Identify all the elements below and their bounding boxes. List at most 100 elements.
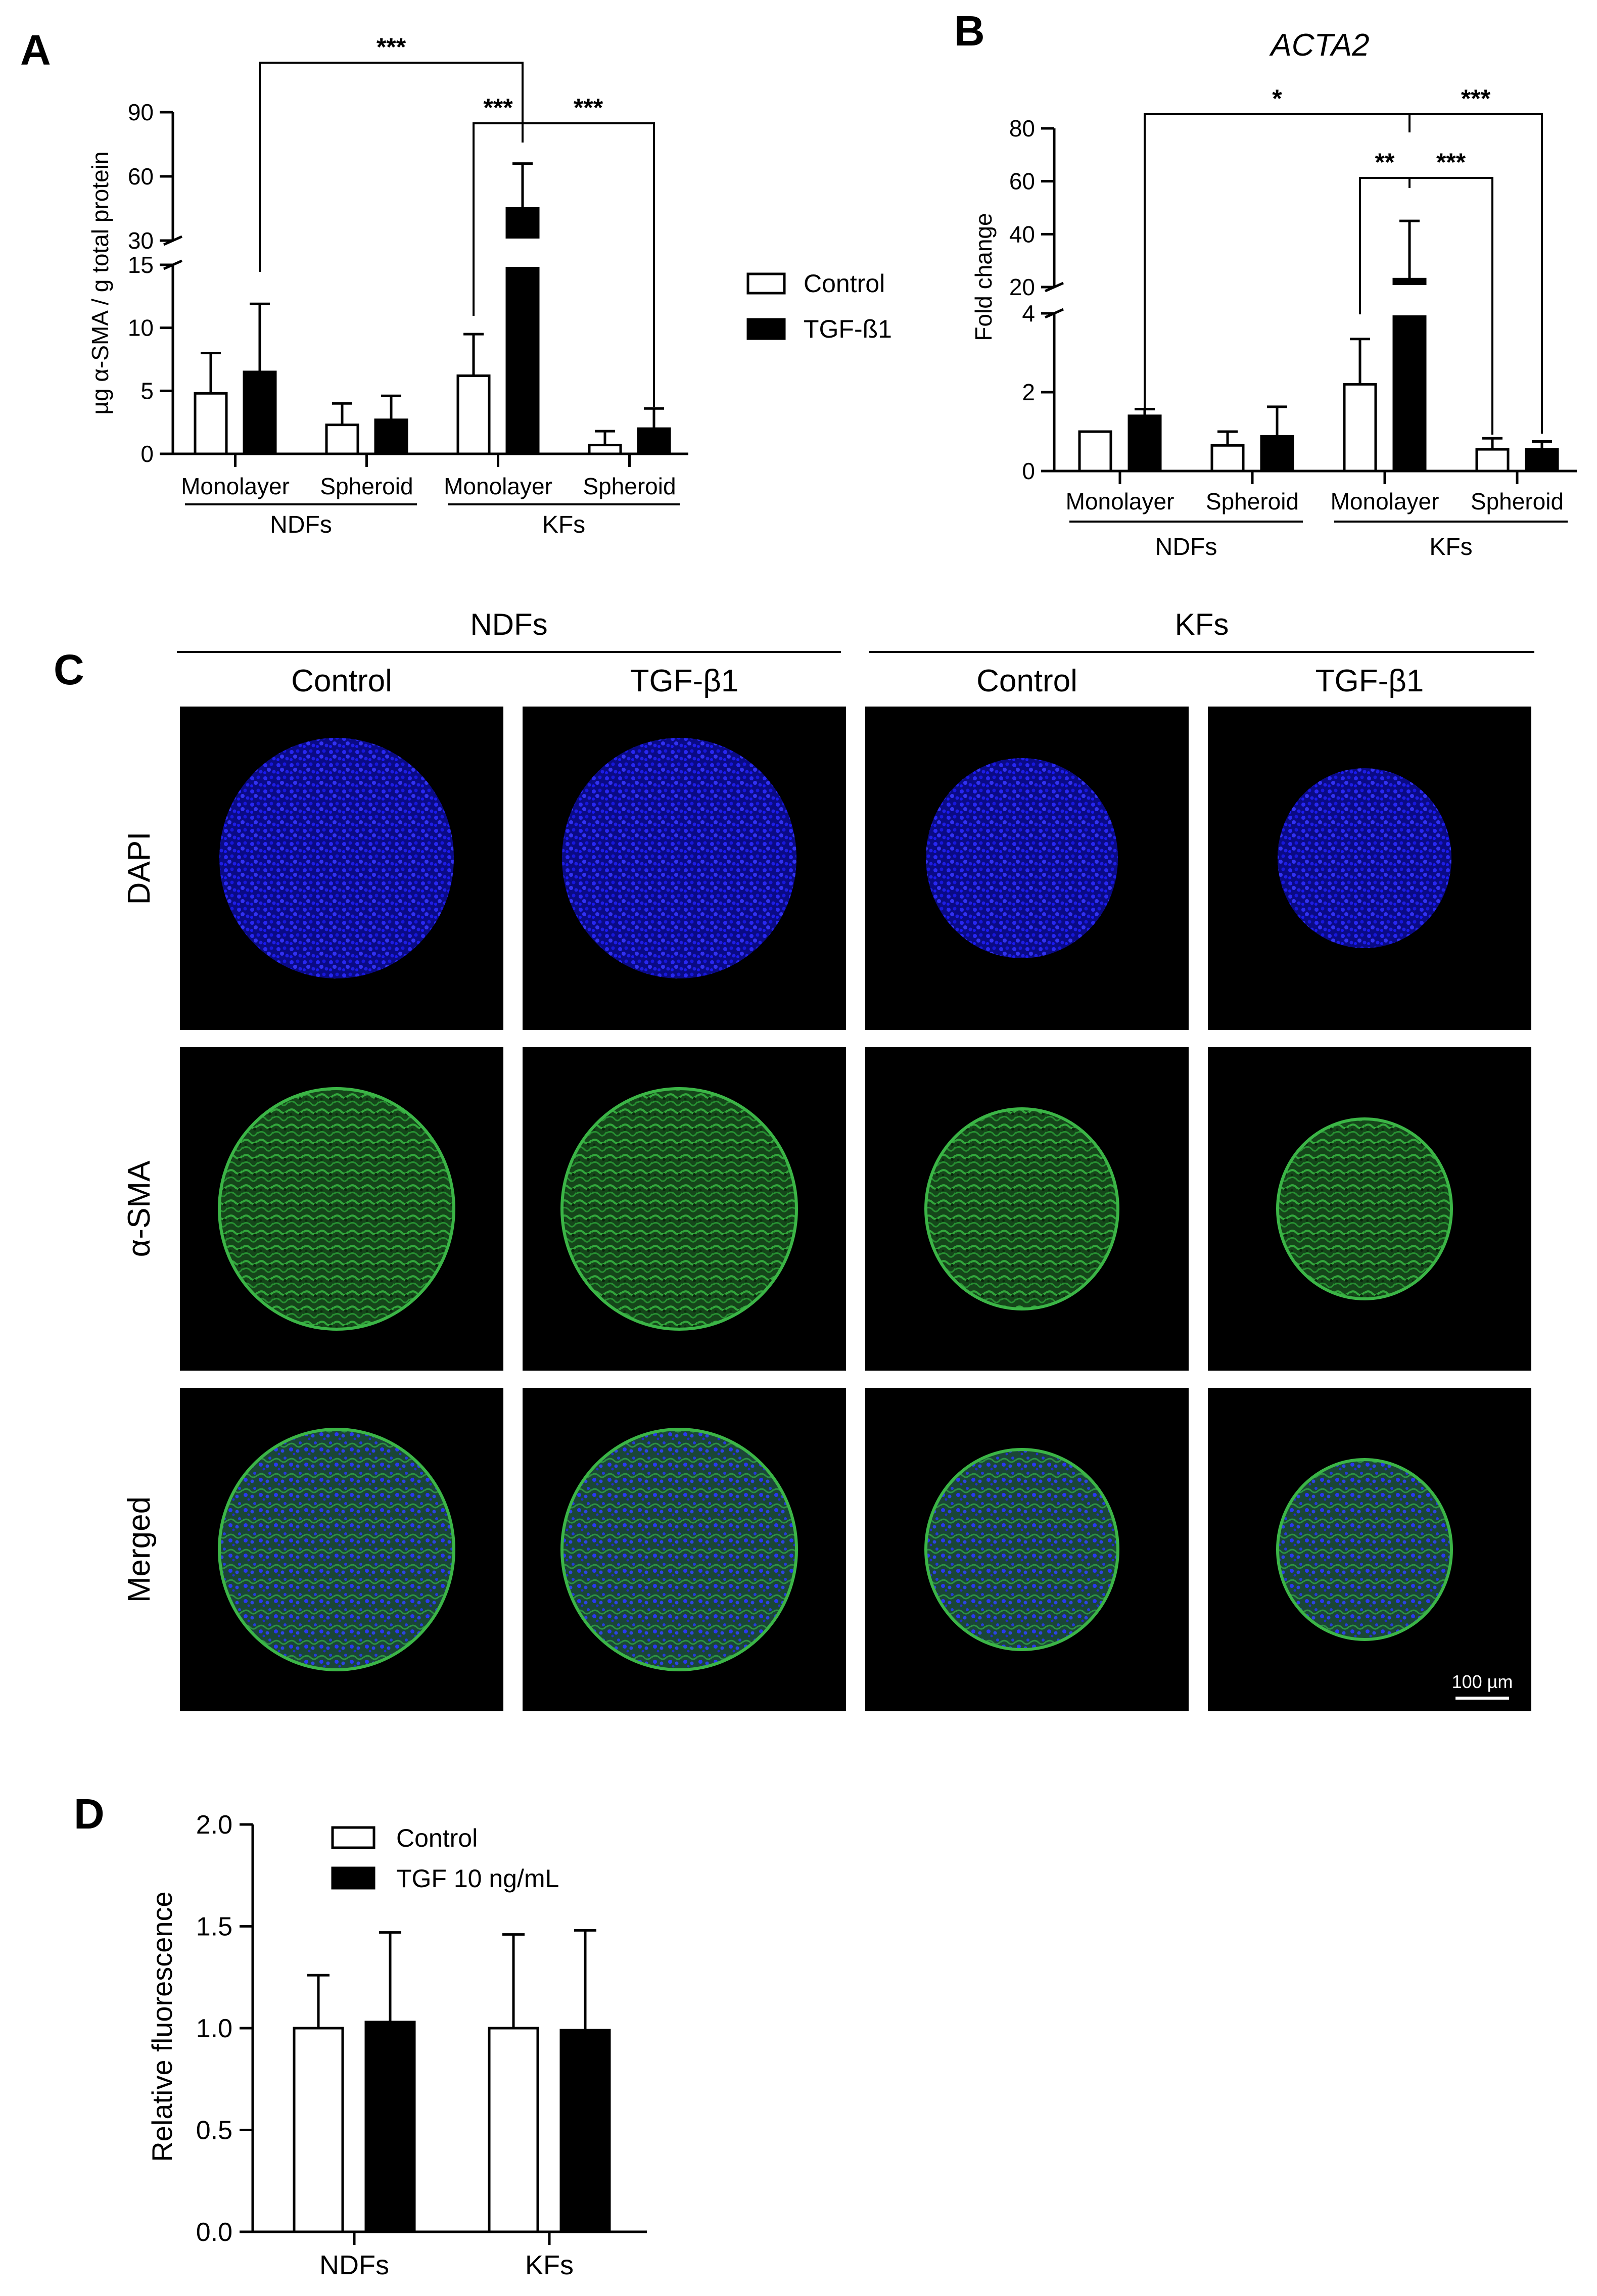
bar [559,2029,611,2233]
column-label: TGF-β1 [1316,664,1424,698]
bar [1210,444,1245,473]
significance-label: *** [377,33,406,61]
y-tick-label: 0 [1022,458,1035,484]
y-tick-label: 15 [128,252,154,278]
legend-label: Control [804,269,885,298]
column-label: Control [291,664,392,698]
bar [1525,448,1559,473]
group-label: NDFs [1155,534,1217,560]
panel-letter: C [54,646,84,693]
bar [637,427,671,455]
y-tick-label: 0.5 [196,2116,232,2145]
significance-label: *** [1461,84,1491,113]
spheroid [1276,1458,1453,1641]
y-axis-label: Fold change [970,213,997,341]
legend-label: Control [396,1824,478,1852]
bar [1260,435,1294,473]
panel-d: D 0.0 0.5 1.0 1.5 2.0 Relative fluorescence NDF… [74,1790,647,2280]
bar [194,392,228,455]
scale-bar-label: 100 µm [1452,1671,1513,1692]
significance-bracket [1144,113,1411,429]
spheroid [560,1428,798,1671]
bar-break-gap [504,239,541,267]
significance-bracket [259,62,524,272]
x-tick-label: Spheroid [583,473,676,499]
x-tick-label: Monolayer [1331,488,1439,514]
significance-bracket [1408,113,1543,434]
spheroid [218,1087,455,1331]
spheroid [562,738,796,978]
panel-c: C NDFs KFs Control TGF-β1 Control TGF-β1 DAPI α-… [54,607,1534,1711]
y-tick-label: 0 [140,441,154,467]
significance-label: *** [1436,148,1466,176]
bar [293,2027,344,2233]
y-tick-label: 5 [140,378,154,404]
group-label: KFs [542,511,585,538]
spheroid [924,1107,1119,1310]
y-tick-label: 60 [128,163,154,190]
row-label: DAPI [122,832,157,905]
group-label: NDFs [270,511,332,538]
y-tick-label: 20 [1009,274,1035,300]
bar [364,2021,416,2233]
y-tick-label: 1.0 [196,2014,232,2043]
bar [1475,448,1510,473]
x-tick-label: Monolayer [181,473,290,499]
bar [1343,383,1377,473]
significance-label: *** [483,93,513,122]
bar [456,374,491,455]
x-tick-label: Spheroid [320,473,413,499]
x-tick-label: Monolayer [1066,488,1175,514]
spheroid [1278,768,1451,948]
y-tick-label: 4 [1022,300,1035,326]
spheroid [560,1087,798,1331]
significance-bracket [1408,177,1493,435]
group-label: KFs [1429,534,1472,560]
x-tick-label: NDFs [319,2250,389,2280]
legend-swatch [331,1866,375,1890]
bar [488,2027,539,2233]
y-tick-label: 80 [1009,115,1035,142]
legend-swatch [331,1826,375,1849]
y-tick-label: 60 [1009,168,1035,195]
legend-label: TGF 10 ng/mL [396,1864,559,1893]
x-tick-label: Spheroid [1471,488,1564,514]
group-label: KFs [1175,607,1229,641]
column-label: Control [976,664,1077,698]
spheroid [926,758,1118,958]
x-tick-label: KFs [525,2250,574,2280]
y-tick-label: 10 [128,315,154,341]
y-tick-label: 30 [128,227,154,254]
panel-b: B ACTA2 0 2 420 40 60 80 Fold change Monolayer Sph… [954,7,1577,560]
y-tick-label: 0.0 [196,2218,232,2247]
y-tick-label: 2 [1022,379,1035,405]
panel-letter: B [954,7,985,55]
spheroid [219,738,454,978]
y-tick-label: 2.0 [196,1810,232,1840]
row-label: Merged [122,1496,157,1603]
x-tick-label: Spheroid [1206,488,1299,514]
y-tick-label: 1.5 [196,1912,232,1942]
column-label: TGF-β1 [630,664,739,698]
x-tick-label: Monolayer [444,473,552,499]
significance-label: *** [574,93,603,122]
y-axis-label: Relative fluorescence [146,1891,178,2162]
chart-title: ACTA2 [1269,28,1369,63]
group-label: NDFs [470,607,547,641]
significance-label: ** [1375,148,1395,176]
bar [1078,430,1112,473]
y-axis-label: µg α-SMA / g total protein [87,151,113,414]
significance-label: * [1272,84,1282,113]
bar [325,424,359,455]
bar [374,418,408,455]
panel-letter: A [20,26,51,74]
legend-label: TGF-ß1 [804,315,892,343]
legend-swatch [746,272,786,295]
spheroid [218,1428,455,1671]
significance-bracket [522,122,655,407]
panel-letter: D [74,1790,105,1838]
row-label: α-SMA [122,1160,157,1257]
y-tick-label: 40 [1009,221,1035,247]
y-tick-label: 90 [128,99,154,125]
